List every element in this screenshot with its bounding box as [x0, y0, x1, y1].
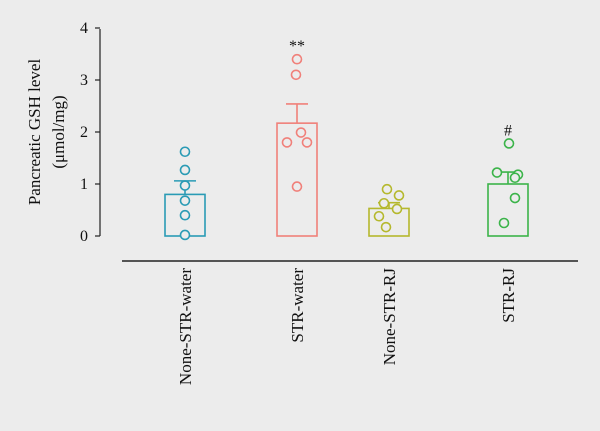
y-axis-title-line2: (μmol/mg) [49, 95, 68, 168]
category-label: STR-RJ [499, 268, 518, 323]
bar-group [164, 146, 206, 241]
category-label: None-STR-RJ [380, 268, 399, 366]
category-label: STR-water [288, 268, 307, 343]
data-point [179, 229, 191, 241]
data-point [373, 210, 385, 222]
significance-label: # [504, 122, 512, 139]
data-point [380, 221, 392, 233]
data-point [291, 181, 303, 192]
data-point [509, 172, 521, 184]
data-point [301, 137, 313, 148]
data-point [503, 138, 515, 149]
data-point [378, 197, 390, 209]
data-point [179, 195, 191, 206]
y-tick-label: 4 [80, 20, 88, 37]
data-point [281, 137, 293, 148]
bar [368, 207, 410, 237]
data-point [391, 203, 403, 215]
data-point [393, 190, 405, 201]
y-tick-label: 0 [80, 228, 88, 245]
significance-label: ** [289, 38, 305, 55]
bar-group: # [487, 122, 529, 237]
data-point [179, 209, 191, 221]
y-tick-label: 2 [80, 124, 88, 141]
category-labels: None-STR-water STR-water None-STR-RJ STR-RJ [176, 268, 518, 385]
bar [487, 183, 529, 237]
y-ticks: 0 1 2 3 4 [80, 20, 100, 245]
data-point [290, 69, 302, 81]
y-axis-title: Pancreatic GSH level (μmol/mg) [25, 59, 68, 206]
data-point [491, 167, 503, 178]
data-point [179, 164, 191, 176]
y-tick-label: 1 [80, 176, 88, 193]
y-axis-title-line1: Pancreatic GSH level [25, 59, 44, 206]
data-point [179, 146, 191, 158]
data-point [295, 127, 307, 138]
data-point [179, 180, 191, 191]
data-point [291, 53, 303, 65]
y-tick-label: 3 [80, 72, 88, 89]
category-label: None-STR-water [176, 268, 195, 385]
bar-group: ** [276, 38, 318, 237]
bars: ** # [164, 38, 529, 241]
bar-group [368, 183, 410, 237]
data-point [509, 192, 521, 204]
data-point [381, 183, 393, 195]
data-point [498, 217, 510, 229]
